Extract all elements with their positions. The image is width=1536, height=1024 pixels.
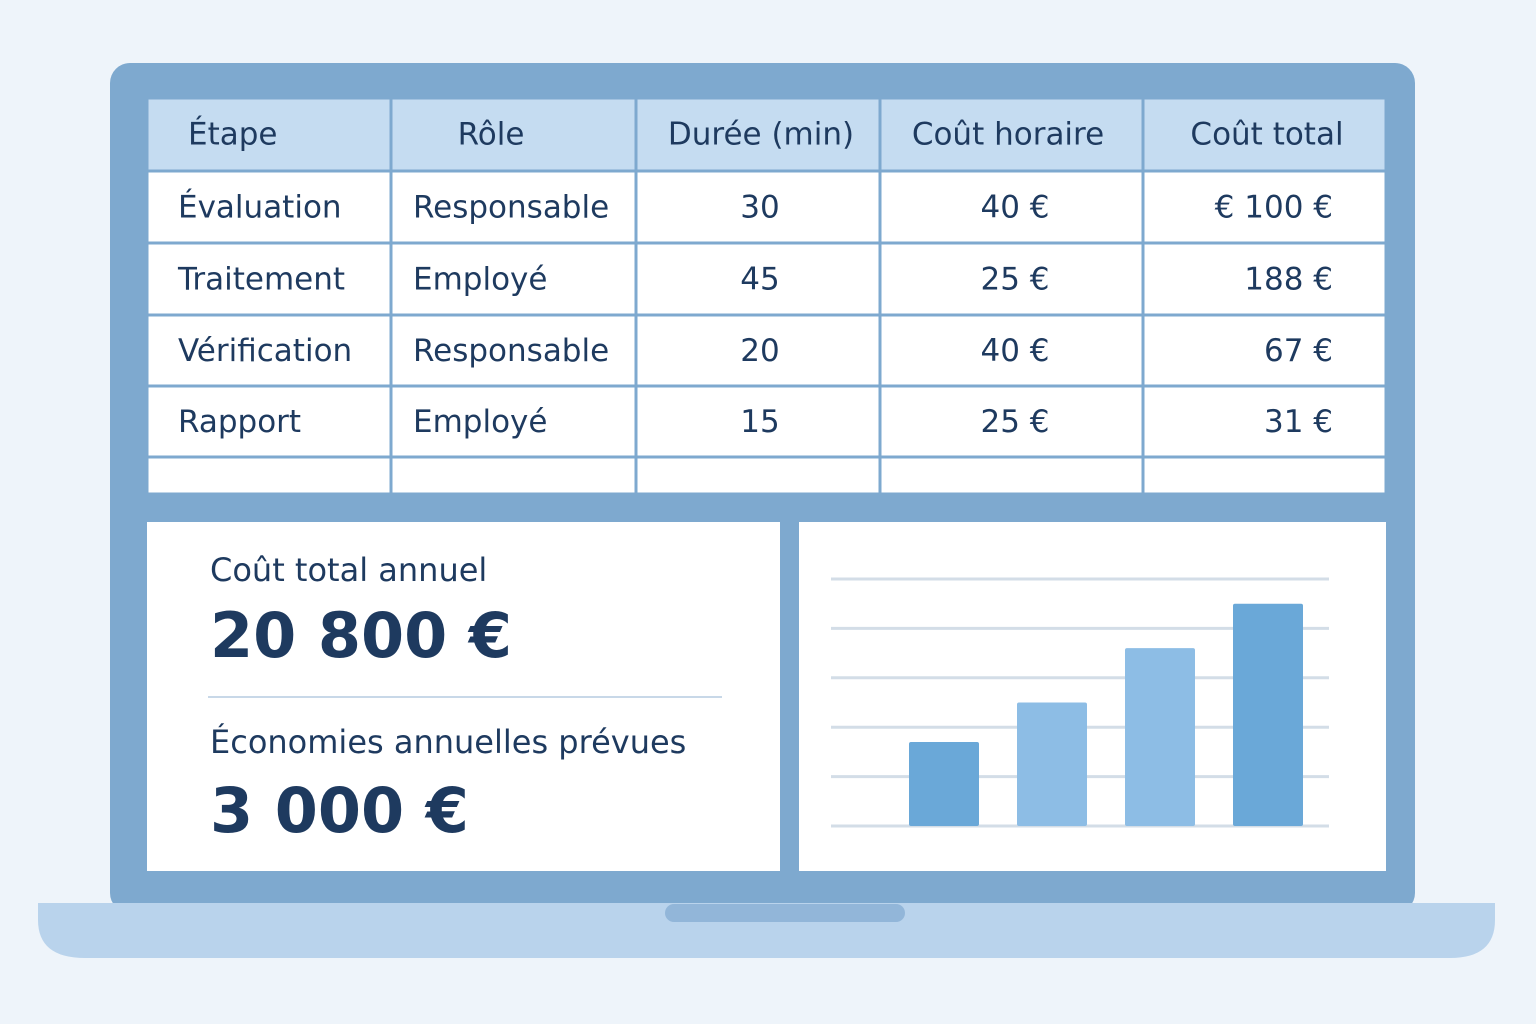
table-cell: 188 € — [1244, 262, 1333, 298]
table-cell: 25 € — [980, 404, 1049, 440]
table-cell: € 100 € — [1215, 190, 1333, 226]
table-cell: 40 € — [980, 333, 1049, 369]
column-header: Rôle — [458, 117, 525, 153]
table-cell: 31 € — [1264, 404, 1333, 440]
table-cell: Employé — [413, 404, 547, 440]
table-cell: 15 — [740, 404, 779, 440]
column-header: Étape — [188, 117, 278, 153]
table-cell: 20 — [740, 333, 779, 369]
table-cell: Responsable — [413, 190, 609, 226]
savings-value: 3 000 € — [210, 774, 469, 847]
laptop-notch — [665, 904, 905, 922]
bar — [1017, 702, 1087, 826]
table-cell: Évaluation — [178, 190, 342, 226]
bar — [1233, 603, 1303, 826]
table-cell: Rapport — [178, 404, 301, 440]
table-cell: 45 — [740, 262, 779, 298]
table-cell: Responsable — [413, 333, 609, 369]
table-cell: 30 — [740, 190, 779, 226]
table-header-background — [147, 98, 1386, 171]
laptop-base — [38, 903, 1495, 958]
column-header: Durée (min) — [668, 117, 854, 153]
column-header: Coût total — [1190, 117, 1343, 153]
column-header: Coût horaire — [912, 117, 1104, 153]
bar — [909, 742, 979, 826]
table-cell: 40 € — [980, 190, 1049, 226]
total-label: Coût total annuel — [210, 551, 487, 589]
table-cell: 25 € — [980, 262, 1049, 298]
table-cell: 67 € — [1264, 333, 1333, 369]
bar — [1125, 648, 1195, 826]
table-cell: Vérification — [178, 333, 352, 369]
savings-label: Économies annuelles prévues — [210, 723, 686, 761]
total-value: 20 800 € — [210, 599, 512, 672]
table-cell: Traitement — [177, 262, 345, 298]
table-cell: Employé — [413, 262, 547, 298]
